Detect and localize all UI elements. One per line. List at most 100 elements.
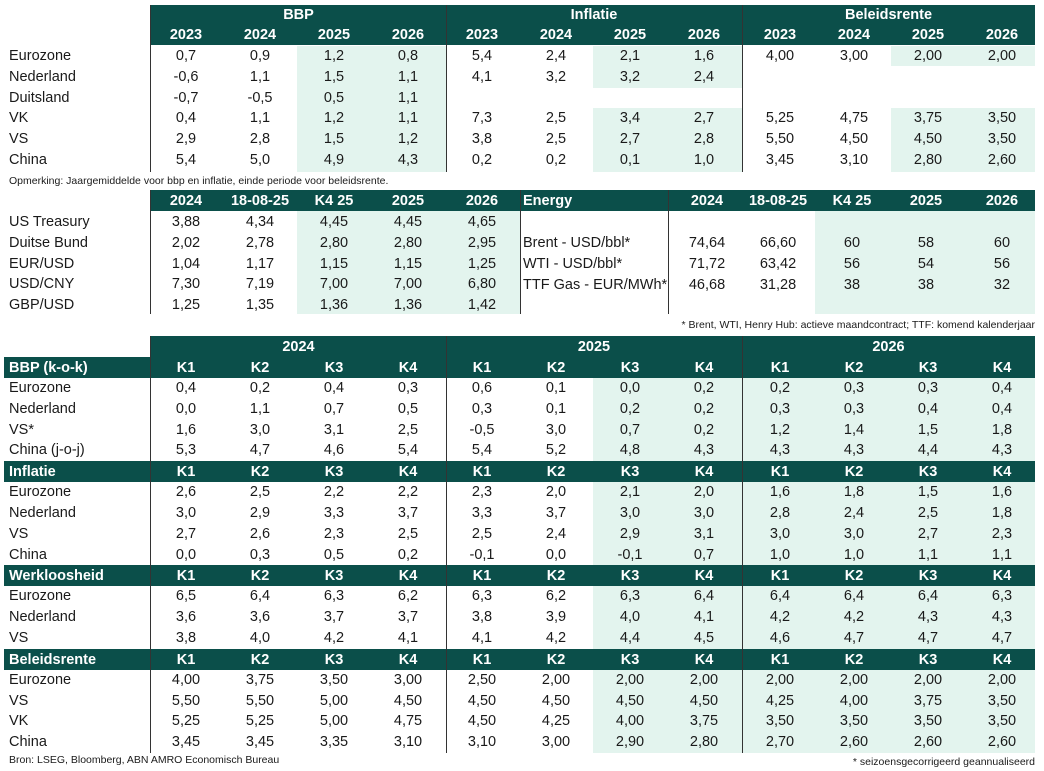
table-cell: 4,2 bbox=[769, 609, 791, 626]
table-cell: 2,00 bbox=[765, 671, 795, 688]
table-cell: 71,72 bbox=[688, 255, 726, 272]
table-cell: 2,2 bbox=[397, 484, 419, 501]
quarter-header: K3 bbox=[918, 568, 938, 585]
row-label: Nederland bbox=[9, 68, 76, 85]
table-cell: 4,0 bbox=[619, 609, 641, 626]
quarter-header: K2 bbox=[250, 568, 270, 585]
table-cell: 3,0 bbox=[693, 505, 715, 521]
column-header: K4 25 bbox=[314, 193, 354, 209]
quarter-header: K4 bbox=[398, 651, 418, 668]
quarter-header: K2 bbox=[844, 464, 864, 481]
table-cell: 3,50 bbox=[987, 131, 1017, 148]
year-header: 2025 bbox=[577, 339, 611, 355]
table-cell: 2,80 bbox=[689, 734, 719, 751]
table-cell: 5,4 bbox=[397, 442, 419, 459]
table-cell: 2,6 bbox=[175, 484, 197, 501]
column-header: 2024 bbox=[690, 193, 724, 209]
forecast-highlight bbox=[297, 46, 446, 172]
table-cell: 3,50 bbox=[913, 713, 943, 730]
table-cell: 0,3 bbox=[769, 400, 791, 417]
column-divider bbox=[150, 336, 151, 753]
forecast-highlight bbox=[891, 108, 1035, 172]
row-label: China (j-o-j) bbox=[9, 442, 85, 459]
table-cell: 3,0 bbox=[249, 421, 271, 438]
quarter-header: K2 bbox=[250, 651, 270, 668]
table-cell: 6,3 bbox=[619, 588, 641, 605]
column-divider bbox=[150, 5, 151, 172]
table-cell: 3,10 bbox=[467, 734, 497, 751]
quarter-header: K1 bbox=[176, 651, 196, 668]
table-cell: 0,3 bbox=[843, 380, 865, 396]
table-cell: 1,2 bbox=[323, 110, 345, 127]
quarter-header: K4 bbox=[694, 360, 714, 376]
quarter-header: K4 bbox=[398, 568, 418, 585]
quarter-header: K3 bbox=[324, 360, 344, 376]
column-divider bbox=[520, 190, 521, 314]
table-cell: 2,02 bbox=[171, 234, 201, 251]
table-cell: 3,9 bbox=[545, 609, 567, 626]
table-cell: 7,30 bbox=[171, 276, 201, 293]
table-cell: 4,1 bbox=[397, 630, 419, 646]
table-cell: 0,6 bbox=[471, 380, 493, 396]
row-label: VK bbox=[9, 713, 29, 730]
table-cell: 2,2 bbox=[323, 484, 345, 501]
table-cell: 7,3 bbox=[471, 110, 493, 127]
table-cell: 2,90 bbox=[615, 734, 645, 751]
row-label: VK bbox=[9, 110, 29, 127]
table-cell: 4,50 bbox=[839, 131, 869, 148]
table-cell: 3,10 bbox=[839, 152, 869, 168]
row-label: VS bbox=[9, 131, 29, 148]
table-cell: 1,42 bbox=[467, 297, 497, 314]
section-band bbox=[4, 648, 1035, 670]
table-note: Opmerking: Jaargemiddelde voor bbp en in… bbox=[9, 175, 389, 187]
table-cell: 4,75 bbox=[839, 110, 869, 127]
row-label: Nederland bbox=[9, 400, 76, 417]
table-cell: 2,5 bbox=[917, 505, 939, 521]
table-cell: 3,88 bbox=[171, 214, 201, 230]
quarter-header: K3 bbox=[620, 360, 640, 376]
table-cell: 3,0 bbox=[769, 525, 791, 542]
quarter-header: K3 bbox=[620, 651, 640, 668]
table-cell: 3,10 bbox=[393, 734, 423, 751]
table-cell: 4,6 bbox=[323, 442, 345, 459]
table-cell: 0,2 bbox=[619, 400, 641, 417]
table-cell: -0,5 bbox=[469, 421, 495, 438]
table-cell: 5,4 bbox=[471, 442, 493, 459]
table-cell: 0,4 bbox=[323, 380, 345, 396]
forecast-highlight bbox=[891, 46, 1035, 66]
table-cell: 0,2 bbox=[471, 152, 493, 168]
year-header: 2023 bbox=[763, 27, 797, 43]
quarter-header: K3 bbox=[324, 568, 344, 585]
table-cell: 63,42 bbox=[759, 255, 797, 272]
table-cell: 3,00 bbox=[393, 671, 423, 688]
table-cell: 4,50 bbox=[615, 692, 645, 709]
table-cell: 1,0 bbox=[769, 546, 791, 563]
table-cell: 3,75 bbox=[689, 713, 719, 730]
table-cell: 38 bbox=[843, 276, 861, 293]
table-cell: 0,5 bbox=[397, 400, 419, 417]
table-cell: 3,50 bbox=[987, 713, 1017, 730]
column-header: 18-08-25 bbox=[230, 193, 290, 209]
table-cell: 2,8 bbox=[769, 505, 791, 521]
table-cell: 3,45 bbox=[765, 152, 795, 168]
quarter-header: K2 bbox=[546, 651, 566, 668]
table-cell: 6,5 bbox=[175, 588, 197, 605]
table-cell: 4,3 bbox=[843, 442, 865, 459]
quarter-header: K1 bbox=[472, 568, 492, 585]
table-cell: 2,00 bbox=[839, 671, 869, 688]
table-cell: 4,0 bbox=[249, 630, 271, 646]
table-cell: 0,7 bbox=[693, 546, 715, 563]
table-cell: 1,2 bbox=[769, 421, 791, 438]
table-cell: 7,00 bbox=[319, 276, 349, 293]
table-cell: 0,4 bbox=[991, 380, 1013, 396]
table-cell: 4,1 bbox=[471, 630, 493, 646]
table-cell: 2,0 bbox=[693, 484, 715, 501]
quarter-header: K1 bbox=[472, 360, 492, 376]
section-band bbox=[4, 461, 1035, 483]
table-cell: 3,8 bbox=[471, 131, 493, 148]
table-cell: 4,45 bbox=[393, 214, 423, 230]
table-cell: 3,6 bbox=[249, 609, 271, 626]
table-cell: 5,4 bbox=[471, 48, 493, 64]
table-cell: 1,1 bbox=[397, 110, 419, 127]
table-cell: 0,0 bbox=[175, 400, 197, 417]
